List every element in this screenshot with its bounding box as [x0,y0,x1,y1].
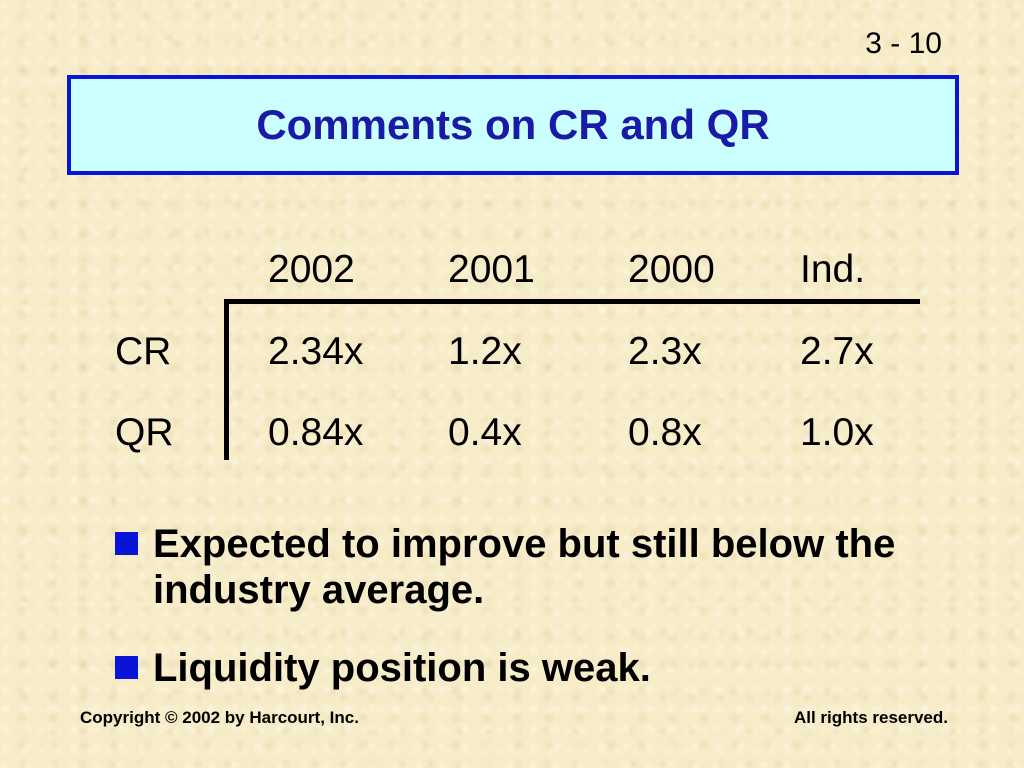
table-cell: 0.84x [268,411,364,454]
column-header-2001: 2001 [448,248,535,291]
footer-rights: All rights reserved. [793,708,948,727]
footer-copyright: Copyright © 2002 by Harcourt, Inc. [80,708,359,727]
bullet-item: Liquidity position is weak. [115,645,935,691]
row-label-qr: QR [115,411,174,454]
bullet-text: Liquidity position is weak. [153,646,651,690]
row-label-cr: CR [115,330,172,373]
square-bullet-icon [115,656,138,679]
table-cell: 1.2x [448,330,522,373]
slide-number: 3 - 10 [865,27,942,60]
table-header-rule [226,299,920,304]
slide-title: Comments on CR and QR [256,101,770,148]
title-box: Comments on CR and QR [67,75,959,175]
table-cell: 2.7x [800,330,874,373]
table-cell: 1.0x [800,411,874,454]
table-cell: 0.8x [628,411,702,454]
square-bullet-icon [115,532,138,555]
table-cell: 2.3x [628,330,702,373]
column-header-2000: 2000 [628,248,715,291]
bullet-text: Expected to improve but still below the … [153,522,896,612]
table-label-rule [224,299,229,460]
table-cell: 2.34x [268,330,364,373]
table-cell: 0.4x [448,411,522,454]
ratio-table: 2002 2001 2000 Ind. CR 2.34x 1.2x 2.3x 2… [115,248,920,460]
bullet-item: Expected to improve but still below the … [115,521,935,613]
column-header-industry: Ind. [800,248,866,291]
column-header-2002: 2002 [268,248,355,291]
